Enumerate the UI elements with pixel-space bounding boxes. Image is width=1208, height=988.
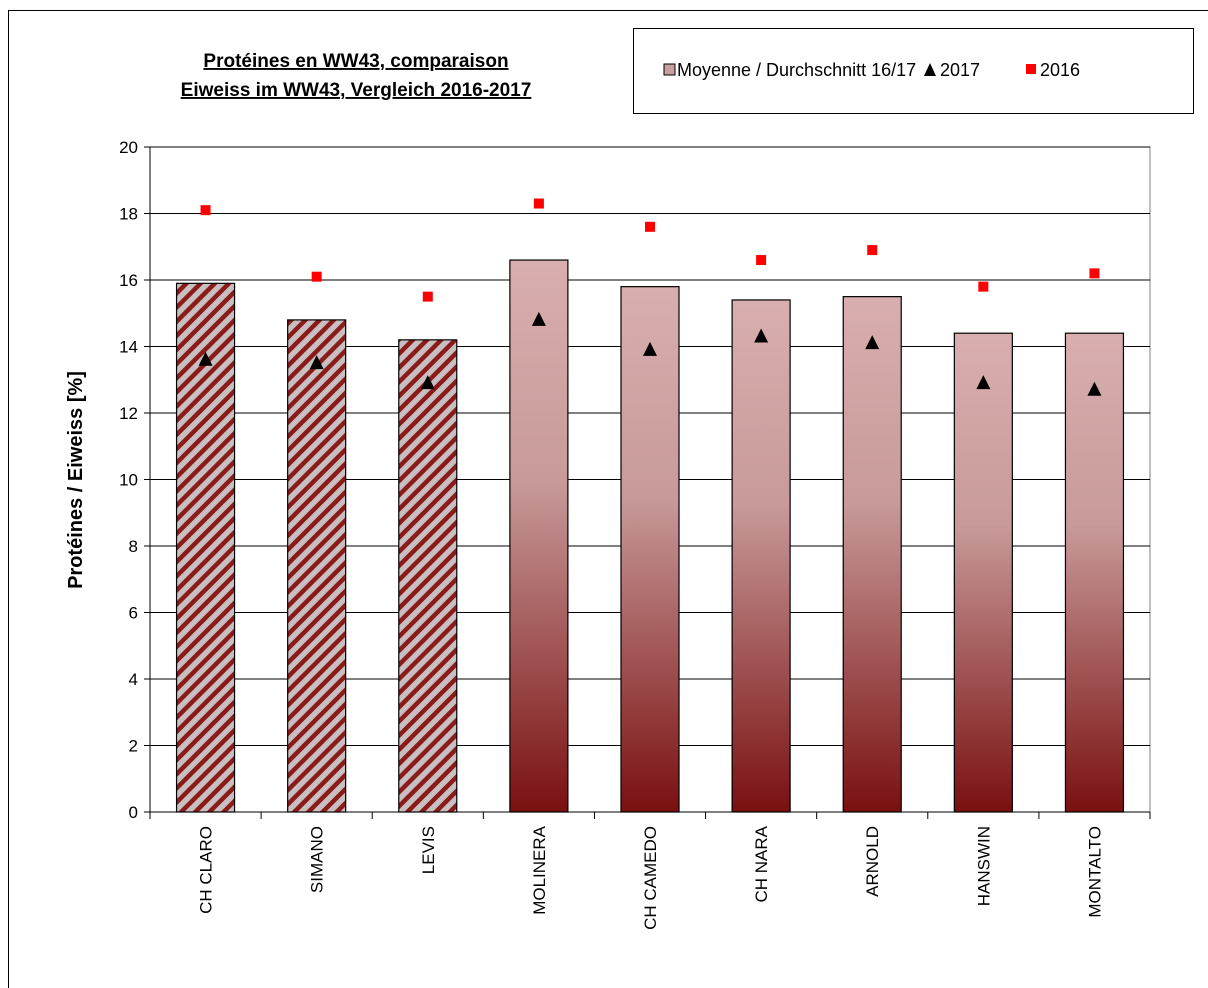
legend-triangle-icon [924, 63, 936, 76]
marker-2016 [756, 255, 767, 266]
marker-2016 [978, 281, 989, 292]
chart-title-line-1: Protéines en WW43, comparaison [203, 51, 508, 72]
x-tick-label: MONTALTO [1085, 826, 1104, 918]
y-tick-label: 14 [119, 338, 138, 357]
bars [175, 259, 1125, 813]
marker-2016 [311, 271, 322, 282]
legend-swatch-average [663, 63, 676, 76]
axes [144, 146, 1151, 819]
marker-2017 [531, 311, 546, 326]
marker-2016 [533, 198, 544, 209]
x-tick-label: HANSWIN [974, 826, 993, 906]
marker-2017 [643, 341, 657, 356]
marker-2017 [754, 328, 769, 343]
y-tick-label: 0 [129, 803, 138, 822]
bar [175, 282, 236, 813]
x-tick-label: SIMANO [308, 826, 327, 893]
legend-label-average: Moyenne / Durchschnitt 16/17 [677, 60, 916, 80]
marker-2016 [645, 221, 655, 232]
marker-2017 [309, 355, 324, 370]
marker-2017 [1087, 381, 1102, 396]
x-tick-label: CH NARA [752, 825, 771, 902]
legend: Moyenne / Durchschnitt 16/17 2017 2016 [633, 28, 1194, 114]
marker-2017 [976, 375, 991, 390]
marker-2017 [420, 375, 435, 390]
bar [953, 332, 1013, 813]
bar [620, 286, 680, 813]
y-tick-label: 20 [119, 138, 138, 157]
bar [1064, 332, 1125, 813]
legend-label-2017: 2017 [940, 60, 980, 80]
y-tick-label: 4 [129, 670, 138, 689]
marker-2016 [200, 205, 211, 216]
x-tick-label: LEVIS [419, 826, 438, 874]
markers [198, 198, 1102, 396]
y-tick-label: 16 [119, 271, 138, 290]
bar [731, 299, 791, 813]
marker-2016 [867, 245, 878, 256]
y-tick-label: 8 [129, 537, 138, 556]
x-tick-label: CH CLARO [197, 826, 216, 914]
x-tick-label: CH CAMEDO [641, 826, 660, 930]
chart-frame [8, 10, 1208, 988]
y-tick-labels: 0 2 4 6 8 10 12 14 16 18 20 [119, 138, 138, 822]
x-tick-label: MOLINERA [530, 825, 549, 914]
bar [842, 296, 902, 813]
y-tick-label: 18 [119, 205, 138, 224]
bar [398, 339, 458, 813]
marker-2016 [1089, 268, 1100, 279]
legend-box [633, 28, 1194, 114]
y-tick-label: 2 [129, 737, 138, 756]
y-axis-label: Protéines / Eiweiss [%] [65, 371, 87, 589]
marker-2017 [198, 351, 213, 366]
y-tick-label: 10 [119, 471, 138, 490]
legend-square-icon [1026, 64, 1036, 74]
marker-2017 [865, 335, 880, 350]
x-tick-label: ARNOLD [863, 826, 882, 897]
legend-label-2016: 2016 [1040, 60, 1080, 80]
y-tick-label: 6 [129, 604, 138, 623]
x-tick-labels: CH CLARO SIMANO LEVIS MOLINERA CH CAMEDO CH N… [197, 825, 1105, 930]
bar [509, 259, 569, 813]
chart-title-line-2: Eiweiss im WW43, Vergleich 2016-2017 [181, 80, 532, 101]
bar [287, 319, 347, 813]
marker-2016 [422, 291, 433, 302]
y-tick-label: 12 [119, 404, 138, 423]
